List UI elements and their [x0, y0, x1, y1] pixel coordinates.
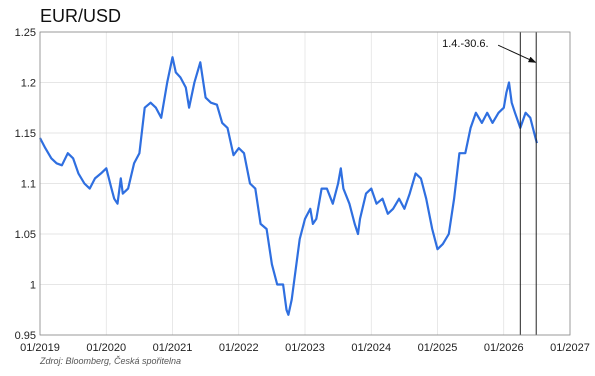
x-tick-label: 01/2026 — [484, 342, 524, 354]
x-tick-label: 01/2023 — [285, 342, 325, 354]
x-tick-label: 01/2022 — [219, 342, 259, 354]
x-tick-label: 01/2021 — [153, 342, 193, 354]
x-tick-label: 01/2020 — [86, 342, 126, 354]
chart-title: EUR/USD — [40, 6, 122, 26]
y-tick-label: 1.25 — [15, 27, 36, 39]
y-tick-label: 1.1 — [21, 179, 36, 191]
plot-frame — [39, 31, 571, 336]
y-tick-label: 1.05 — [15, 229, 36, 241]
chart-source: Zdroj: Bloomberg, Česká spořitelna — [40, 356, 182, 366]
series-line — [39, 56, 538, 316]
x-tick-label: 01/2019 — [20, 342, 60, 354]
y-tick-label: 1.2 — [21, 78, 36, 90]
x-tick-label: 01/2024 — [351, 342, 391, 354]
annotation-arrow — [497, 44, 537, 63]
y-tick-label: 1.15 — [15, 128, 36, 140]
x-tick-label: 01/2027 — [550, 342, 590, 354]
annotation-label: 1.4.-30.6. — [442, 38, 488, 50]
y-tick-label: 0.95 — [15, 330, 36, 342]
x-tick-label: 01/2025 — [418, 342, 458, 354]
y-tick-label: 1 — [30, 280, 36, 292]
